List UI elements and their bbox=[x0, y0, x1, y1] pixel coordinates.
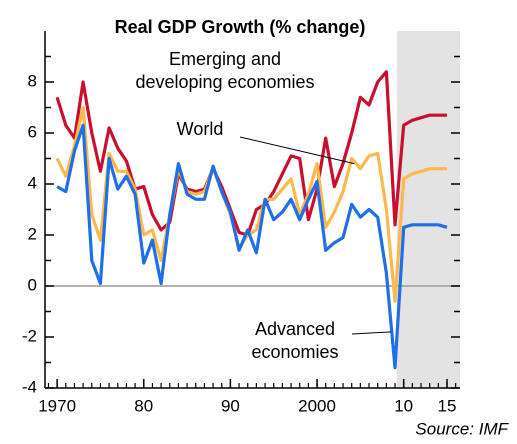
source: Source: IMF bbox=[415, 419, 509, 438]
leader-line bbox=[351, 331, 392, 335]
series-label: Advanced bbox=[255, 319, 335, 339]
x-tick-label: 2000 bbox=[298, 396, 336, 415]
y-tick-label: 0 bbox=[28, 275, 37, 294]
x-tick-label: 15 bbox=[438, 396, 457, 415]
series-label: economies bbox=[251, 342, 338, 362]
series-label: World bbox=[177, 119, 224, 139]
series-line bbox=[56, 123, 448, 370]
y-tick-label: -4 bbox=[22, 377, 37, 396]
y-tick-label: 4 bbox=[28, 173, 37, 192]
chart-title: Real GDP Growth (% change) bbox=[115, 17, 366, 37]
series-label: developing economies bbox=[135, 72, 314, 92]
x-tick-label: 1970 bbox=[38, 396, 76, 415]
series-line bbox=[55, 105, 447, 303]
y-tick-label: -2 bbox=[22, 326, 37, 345]
x-tick-label: 80 bbox=[134, 396, 153, 415]
y-tick-label: 2 bbox=[28, 224, 37, 243]
series-label: Emerging and bbox=[169, 49, 281, 69]
x-tick-label: 10 bbox=[394, 396, 413, 415]
y-tick-label: 6 bbox=[28, 122, 37, 141]
projection-shade bbox=[396, 31, 460, 388]
series-line bbox=[55, 70, 447, 237]
y-tick-label: 8 bbox=[28, 71, 37, 90]
x-tick-label: 90 bbox=[221, 396, 240, 415]
leader-line bbox=[239, 136, 355, 165]
